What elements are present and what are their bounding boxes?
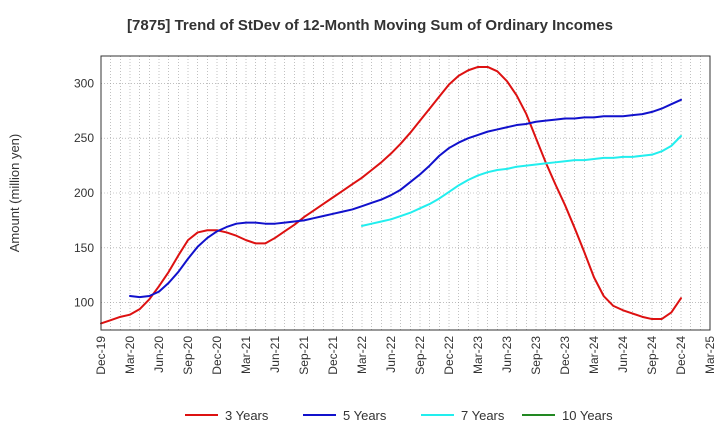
x-tick-label: Jun-20 — [152, 336, 166, 373]
x-tick-label: Jun-21 — [268, 336, 282, 373]
x-tick-label: Mar-23 — [471, 336, 485, 374]
legend-label: 7 Years — [461, 408, 505, 423]
y-tick-label: 150 — [74, 241, 94, 255]
legend-label: 5 Years — [343, 408, 387, 423]
x-tick-label: Dec-20 — [210, 336, 224, 375]
plot-frame — [100, 55, 711, 331]
legend: 3 Years 5 Years 7 Years 10 Years — [185, 408, 613, 423]
x-tick-label: Dec-21 — [326, 336, 340, 375]
legend-label: 3 Years — [225, 408, 269, 423]
x-tick-label: Mar-21 — [239, 336, 253, 374]
x-tick-label: Mar-24 — [587, 336, 601, 374]
y-tick-label: 200 — [74, 186, 94, 200]
x-tick-label: Sep-20 — [181, 336, 195, 375]
y-tick-label: 250 — [74, 131, 94, 145]
x-tick-label: Jun-22 — [384, 336, 398, 373]
legend-label: 10 Years — [562, 408, 613, 423]
series-line-7-years — [361, 135, 682, 227]
x-tick-label: Dec-23 — [558, 336, 572, 375]
y-axis-label: Amount (million yen) — [7, 134, 22, 253]
chart-title: [7875] Trend of StDev of 12-Month Moving… — [127, 17, 613, 34]
x-tick-label: Dec-24 — [674, 336, 688, 375]
x-tick-label: Dec-19 — [94, 336, 108, 375]
x-tick-label: Mar-20 — [123, 336, 137, 374]
x-tick-label: Sep-21 — [297, 336, 311, 375]
series-line-5-years — [129, 98, 682, 299]
x-tick-label: Mar-22 — [355, 336, 369, 374]
series-line-3-years — [100, 65, 682, 325]
y-tick-label: 100 — [74, 296, 94, 310]
x-tick-label: Sep-23 — [529, 336, 543, 375]
x-tick-label: Sep-24 — [645, 336, 659, 375]
series-lines — [100, 65, 682, 325]
y-tick-label: 300 — [74, 76, 94, 90]
x-tick-label: Mar-25 — [703, 336, 717, 374]
x-tick-labels: Dec-19 Mar-20 Jun-20 Sep-20 Dec-20 Mar-21 Jun-… — [94, 336, 717, 375]
plot-area — [101, 56, 710, 330]
y-tick-labels: 100 150 200 250 300 — [74, 76, 94, 309]
x-tick-label: Jun-23 — [500, 336, 514, 373]
x-tick-label: Jun-24 — [616, 336, 630, 373]
x-tick-label: Dec-22 — [442, 336, 456, 375]
x-tick-label: Sep-22 — [413, 336, 427, 375]
grid — [101, 56, 710, 330]
